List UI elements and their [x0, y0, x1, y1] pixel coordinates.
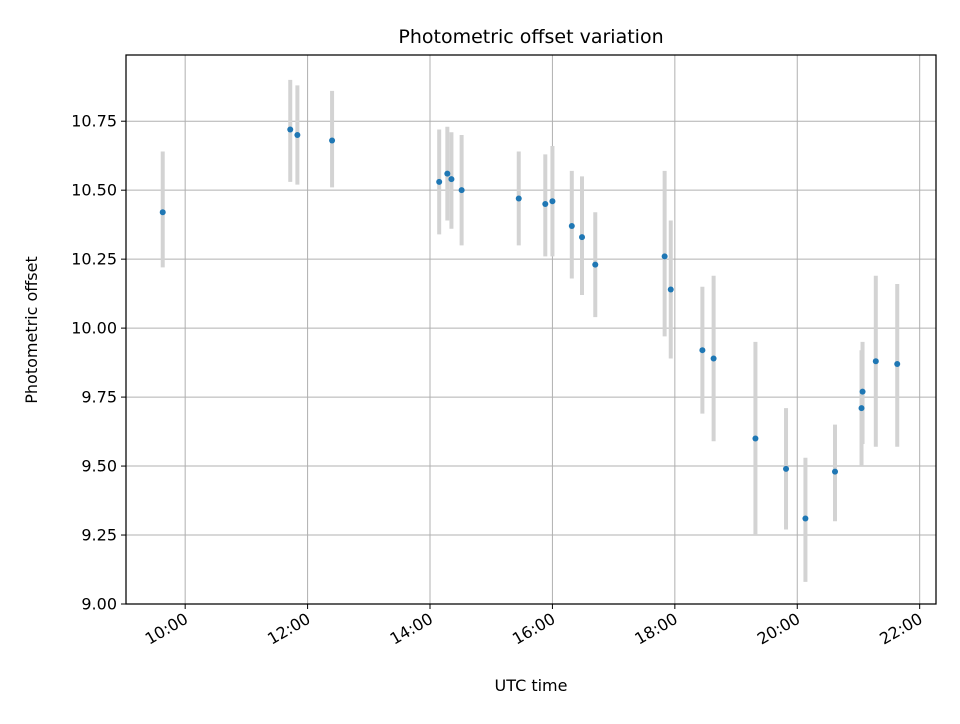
grid — [126, 55, 936, 605]
data-point — [436, 178, 443, 185]
chart-title: Photometric offset variation — [398, 26, 663, 48]
data-point — [159, 209, 166, 216]
data-point — [458, 187, 465, 194]
y-axis-title: Photometric offset — [22, 256, 41, 404]
data-point — [542, 200, 549, 207]
y-tick-label: 10.25 — [71, 250, 117, 269]
data-point — [287, 126, 294, 133]
y-tick-label: 9.75 — [81, 388, 117, 407]
data-point — [568, 223, 575, 230]
y-tick-label: 10.75 — [71, 112, 117, 131]
data-point — [444, 170, 451, 177]
data-markers — [159, 126, 901, 522]
data-point — [329, 137, 336, 144]
data-point — [448, 176, 455, 183]
x-axis-title: UTC time — [495, 676, 568, 695]
data-point — [872, 358, 879, 365]
data-point — [579, 234, 586, 241]
data-point — [515, 195, 522, 202]
data-point — [802, 515, 809, 522]
data-point — [710, 355, 717, 362]
data-point — [661, 253, 668, 260]
data-point — [549, 198, 556, 205]
y-tick-label: 9.00 — [81, 595, 117, 614]
plot-frame — [125, 54, 937, 605]
y-tick-label: 10.50 — [71, 181, 117, 200]
data-point — [859, 388, 866, 395]
data-point — [294, 132, 301, 139]
data-point — [783, 465, 790, 472]
data-point — [699, 347, 706, 354]
data-point — [592, 261, 599, 268]
data-point — [858, 405, 865, 412]
data-point — [752, 435, 759, 442]
y-tick-label: 10.00 — [71, 319, 117, 338]
y-tick-label: 9.50 — [81, 457, 117, 476]
data-point — [667, 286, 674, 293]
data-point — [894, 360, 901, 367]
data-point — [832, 468, 839, 475]
y-tick-label: 9.25 — [81, 526, 117, 545]
